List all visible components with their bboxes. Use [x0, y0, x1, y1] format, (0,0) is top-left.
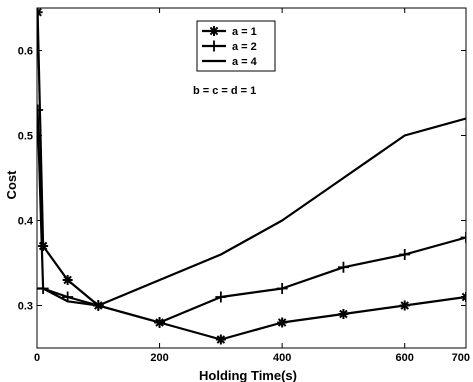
- asterisk-marker: [461, 292, 466, 302]
- x-tick-label: 700: [452, 352, 470, 364]
- y-tick-label: 0.4: [18, 216, 34, 228]
- asterisk-marker: [209, 26, 219, 36]
- asterisk-marker: [277, 317, 288, 328]
- asterisk-marker: [338, 309, 349, 319]
- y-tick-label: 0.3: [18, 301, 33, 313]
- plus-marker: [337, 261, 349, 273]
- plus-marker: [208, 40, 220, 52]
- legend-label: a = 4: [232, 56, 258, 68]
- legend: a = 1 a = 2 a = 4: [196, 20, 276, 72]
- asterisk-marker: [38, 241, 49, 251]
- parameter-annotation: b = c = d = 1: [193, 85, 256, 97]
- series-line: [37, 109, 466, 324]
- asterisk-marker: [62, 275, 73, 285]
- asterisk-marker: [215, 334, 226, 345]
- plus-marker: [399, 249, 411, 260]
- x-tick-label: 600: [396, 352, 414, 364]
- x-tick-label: 200: [150, 352, 168, 364]
- x-axis-label: Holding Time(s): [199, 368, 297, 382]
- plus-marker: [276, 283, 288, 294]
- plus-marker: [37, 104, 44, 116]
- plus-marker: [460, 232, 466, 243]
- plus-marker: [154, 317, 166, 328]
- x-tick-label: 400: [273, 352, 291, 364]
- asterisk-marker: [399, 300, 410, 311]
- legend-label: a = 1: [232, 26, 257, 38]
- y-axis-label: Cost: [4, 170, 19, 200]
- plot-frame: [36, 7, 467, 349]
- x-tick-label: 0: [34, 352, 40, 364]
- y-tick-label: 0.6: [18, 46, 33, 58]
- series-line: [37, 117, 466, 307]
- plus-marker: [215, 291, 227, 303]
- legend-label: a = 2: [232, 41, 257, 53]
- y-tick-label: 0.5: [18, 131, 33, 143]
- series-line: [37, 12, 466, 341]
- asterisk-marker: [37, 8, 43, 18]
- series-group: [37, 8, 466, 345]
